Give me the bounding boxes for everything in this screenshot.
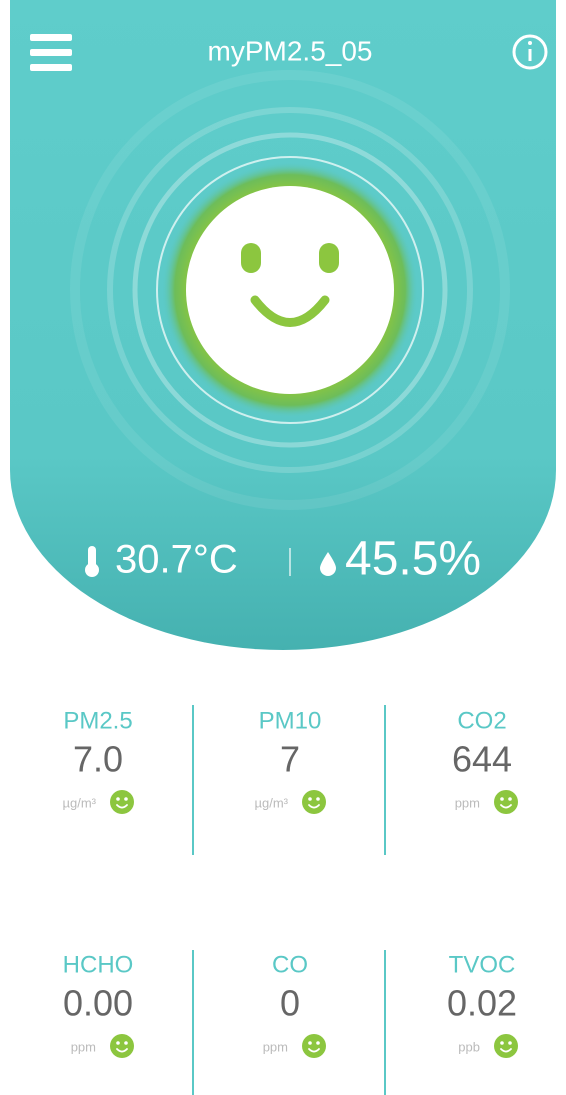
- humidity: 45.5%: [345, 533, 481, 586]
- smiley-eye: [116, 1041, 120, 1045]
- sensor-label: CO: [272, 951, 308, 978]
- menu-button[interactable]: [30, 34, 72, 71]
- smiley-eye: [500, 1041, 504, 1045]
- sensor-unit: ppm: [263, 1039, 288, 1054]
- smiley-mouth: [500, 1048, 512, 1053]
- smiley-face: [110, 1034, 134, 1058]
- status-smiley: [494, 790, 518, 814]
- smiley-eye: [316, 797, 320, 801]
- sensor-label: HCHO: [63, 951, 134, 978]
- smiley-mouth: [116, 804, 128, 809]
- sensor-label: PM10: [259, 707, 322, 734]
- sensor-tile: CO 0 ppm: [263, 951, 326, 1058]
- smiley-face: [494, 790, 518, 814]
- sensor-unit: µg/m³: [255, 795, 289, 810]
- sensor-grid: PM2.5 7.0 µg/m³ PM10 7 µg/m³ CO2 644 ppm HCHO 0.00…: [63, 705, 518, 1095]
- sensor-value: 7: [280, 739, 300, 780]
- status-smiley: [302, 1034, 326, 1058]
- smiley-mouth: [308, 804, 320, 809]
- info-button[interactable]: [512, 34, 548, 70]
- thermometer-icon: [85, 546, 99, 577]
- smiley-eye: [500, 797, 504, 801]
- sensor-label: CO2: [457, 707, 506, 734]
- sensor-tile: TVOC 0.02 ppb: [447, 951, 518, 1058]
- status-smiley: [110, 790, 134, 814]
- status-smiley: [110, 1034, 134, 1058]
- sensor-tile: HCHO 0.00 ppm: [63, 951, 134, 1058]
- temperature: 30.7°C: [115, 538, 238, 582]
- sensor-unit: ppb: [458, 1039, 480, 1054]
- smiley-eye: [124, 1041, 128, 1045]
- sensor-value: 7.0: [73, 739, 123, 780]
- status-face: [186, 186, 394, 394]
- device-title: myPM2.5_05: [208, 35, 373, 66]
- status-smiley: [494, 1034, 518, 1058]
- smiley-eye: [508, 1041, 512, 1045]
- sensor-value: 644: [452, 739, 512, 780]
- smiley-face: [494, 1034, 518, 1058]
- sensor-tile: CO2 644 ppm: [452, 707, 518, 814]
- smiley-mouth: [308, 1048, 320, 1053]
- sensor-unit: ppm: [455, 795, 480, 810]
- smiley-face: [110, 790, 134, 814]
- rings: [70, 70, 510, 510]
- sensor-value: 0.02: [447, 983, 517, 1024]
- sensor-tile: PM10 7 µg/m³: [255, 707, 326, 814]
- status-smiley: [302, 790, 326, 814]
- sensor-unit: ppm: [71, 1039, 96, 1054]
- sensor-unit: µg/m³: [63, 795, 97, 810]
- smiley-eye: [508, 797, 512, 801]
- sensor-label: PM2.5: [63, 707, 132, 734]
- smiley-eye: [124, 797, 128, 801]
- sensor-value: 0.00: [63, 983, 133, 1024]
- humidity-icon: [320, 552, 336, 576]
- smiley-face: [302, 1034, 326, 1058]
- smiley-mouth: [500, 804, 512, 809]
- smiley-eye: [308, 797, 312, 801]
- sensor-label: TVOC: [449, 951, 516, 978]
- smiley-eye: [308, 1041, 312, 1045]
- sensor-tile: PM2.5 7.0 µg/m³: [63, 707, 134, 814]
- sensor-value: 0: [280, 983, 300, 1024]
- smiley-eye: [316, 1041, 320, 1045]
- smiley-mouth: [116, 1048, 128, 1053]
- smiley-face: [302, 790, 326, 814]
- smiley-eye: [116, 797, 120, 801]
